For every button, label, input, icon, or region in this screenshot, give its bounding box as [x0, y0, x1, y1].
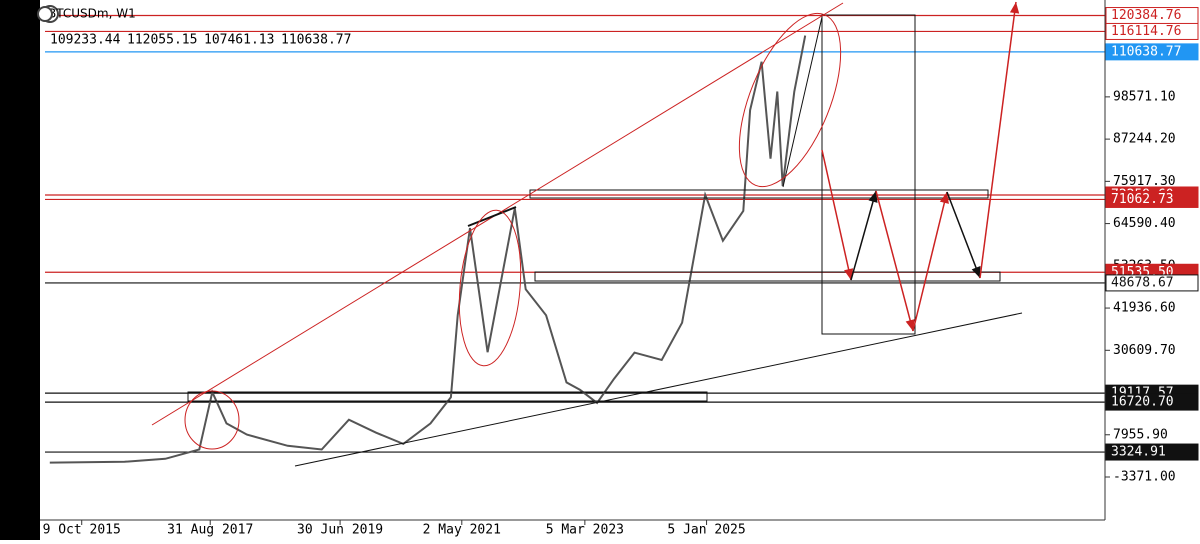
arrow	[875, 190, 914, 332]
arrow-head	[971, 266, 981, 278]
arrow	[979, 1, 1017, 279]
y-tick-label: 75917.30	[1113, 174, 1176, 189]
x-tick-label: 5 Mar 2023	[546, 523, 624, 538]
price-line	[49, 35, 807, 464]
x-tick-label: 31 Aug 2017	[167, 523, 253, 538]
ohlc-value: 107461.13	[204, 33, 274, 48]
price-tag-label: 120384.76	[1111, 8, 1181, 23]
x-tick-label: 9 Oct 2015	[43, 523, 121, 538]
arrow-head	[844, 268, 854, 280]
price-tag-label: 48678.67	[1111, 275, 1174, 290]
zone-rect	[821, 14, 916, 335]
y-tick-label: 30609.70	[1113, 343, 1176, 358]
y-tick-label: 7955.90	[1113, 427, 1168, 442]
price-tag	[1105, 43, 1199, 61]
zone-rect	[534, 271, 1001, 282]
ohlc-value: 112055.15	[127, 33, 197, 48]
price-tag-label: 71062.73	[1111, 192, 1174, 207]
drawings	[151, 1, 1023, 467]
trend-line	[294, 312, 1023, 467]
y-tick-label: -3371.00	[1113, 470, 1176, 485]
ellipse	[738, 12, 842, 188]
arrow	[850, 190, 877, 281]
arrow	[821, 149, 852, 281]
x-tick-label: 5 Jan 2025	[667, 523, 745, 538]
arrow-head	[868, 191, 878, 203]
y-tick-label: 87244.20	[1113, 132, 1176, 147]
price-tag-label: 3324.91	[1111, 445, 1166, 460]
ohlc-value: 110638.77	[281, 33, 351, 48]
price-tag	[1105, 274, 1199, 292]
arrow-head	[1009, 2, 1020, 14]
price-tag	[1105, 393, 1199, 411]
price-tag	[1105, 190, 1199, 208]
icon	[37, 6, 53, 22]
screen-edge	[0, 0, 40, 540]
chart-title: BTCUSDm, W1	[48, 7, 136, 21]
ellipse	[458, 209, 522, 367]
ellipse	[184, 390, 240, 450]
x-tick-label: 2 May 2021	[423, 523, 501, 538]
price-tag-label: 110638.77	[1111, 44, 1181, 59]
arrow-head	[939, 192, 949, 204]
arrow	[912, 191, 948, 332]
price-tag-label: 16720.70	[1111, 395, 1174, 410]
price-tag	[1105, 22, 1199, 40]
arrow-head	[905, 319, 915, 331]
y-tick-label: 41936.60	[1113, 301, 1176, 316]
price-tag	[1105, 443, 1199, 461]
ohlc-value: 109233.44	[50, 33, 121, 48]
trend-line	[782, 16, 823, 188]
price-tag-label: 116114.76	[1111, 24, 1181, 39]
x-tick-label: 30 Jun 2019	[297, 523, 383, 538]
arrow	[946, 191, 981, 279]
zone-rect	[187, 391, 708, 402]
trend-line	[467, 206, 517, 227]
y-tick-label: 64590.40	[1113, 216, 1176, 231]
y-tick-label: 98571.10	[1113, 89, 1176, 104]
price-axis: 98571.1087244.2075917.3064590.4053263.50…	[40, 0, 1199, 538]
